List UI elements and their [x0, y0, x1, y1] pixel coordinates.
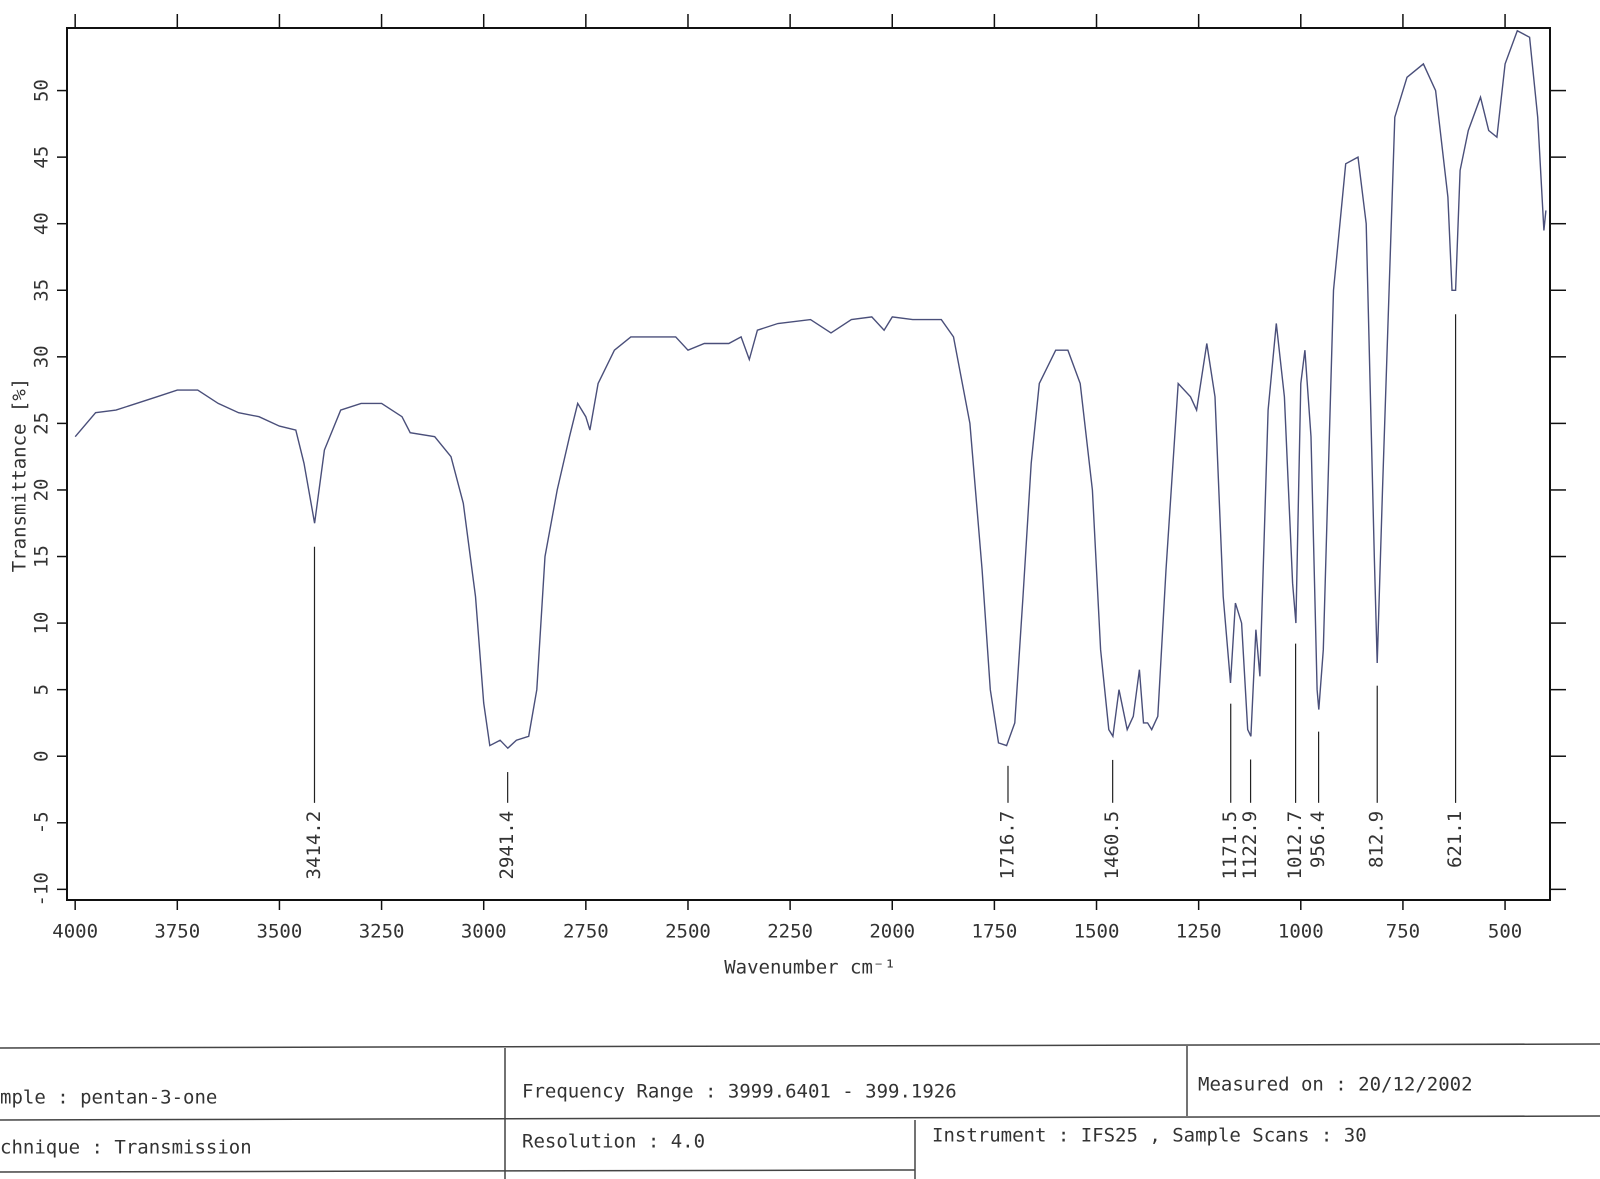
y-tick-label: 15: [31, 545, 53, 568]
x-axis-label: Wavenumber cm⁻¹: [724, 957, 896, 979]
sample: mple : pentan-3-one: [0, 1087, 217, 1109]
resolution: Resolution : 4.0: [522, 1131, 705, 1153]
x-tick-label: 3000: [461, 921, 507, 943]
x-tick-label: 3250: [359, 921, 405, 943]
x-tick-label: 2000: [869, 921, 915, 943]
y-tick-label: 50: [31, 79, 53, 102]
peak-label: 1012.7: [1284, 811, 1306, 880]
y-tick-label: 25: [31, 412, 53, 435]
y-tick-label: 5: [31, 684, 53, 695]
peak-label: 956.4: [1307, 811, 1329, 868]
x-tick-label: 4000: [52, 921, 98, 943]
x-tick-label: 3500: [257, 921, 303, 943]
y-tick-label: 40: [31, 212, 53, 235]
spectrum-line: [74, 29, 1547, 750]
peak-label: 1122.9: [1239, 811, 1261, 880]
table-line: [0, 1043, 1600, 1049]
y-tick-label: 45: [31, 146, 53, 169]
x-tick-label: 1500: [1074, 921, 1120, 943]
y-tick-label: 0: [31, 750, 53, 761]
peak-label: 2941.4: [496, 811, 518, 880]
peak-label: 3414.2: [303, 811, 325, 880]
peak-label: 1716.7: [996, 811, 1018, 880]
y-axis-label: Transmittance [%]: [9, 378, 31, 572]
x-tick-label: 1750: [972, 921, 1018, 943]
x-tick-label: 1250: [1176, 921, 1222, 943]
instrument: Instrument : IFS25 , Sample Scans : 30: [932, 1125, 1367, 1147]
x-tick-label: 2250: [767, 921, 813, 943]
y-tick-label: 10: [31, 612, 53, 635]
x-tick-label: 500: [1488, 921, 1522, 943]
plot-frame: [66, 27, 1551, 901]
table-line: [0, 1115, 1600, 1121]
y-tick-label: 30: [31, 345, 53, 368]
info-table: [0, 1043, 1600, 1179]
peak-label: 812.9: [1366, 811, 1388, 868]
y-tick-label: -5: [31, 811, 53, 834]
peak-label: 1460.5: [1101, 811, 1123, 880]
peak-label: 621.1: [1444, 811, 1466, 868]
y-tick-label: 20: [31, 479, 53, 502]
y-tick-label: -10: [31, 872, 53, 906]
table-line: [0, 1169, 916, 1173]
peak-label: 1171.5: [1219, 811, 1241, 880]
x-tick-label: 2750: [563, 921, 609, 943]
frequency-range: Frequency Range : 3999.6401 - 399.1926: [522, 1081, 957, 1103]
x-tick-label: 1000: [1278, 921, 1324, 943]
x-tick-label: 3750: [154, 921, 200, 943]
x-tick-label: 2500: [665, 921, 711, 943]
measured-on: Measured on : 20/12/2002: [1198, 1074, 1473, 1096]
technique: chnique : Transmission: [0, 1137, 252, 1159]
y-tick-label: 35: [31, 279, 53, 302]
x-tick-label: 750: [1386, 921, 1420, 943]
